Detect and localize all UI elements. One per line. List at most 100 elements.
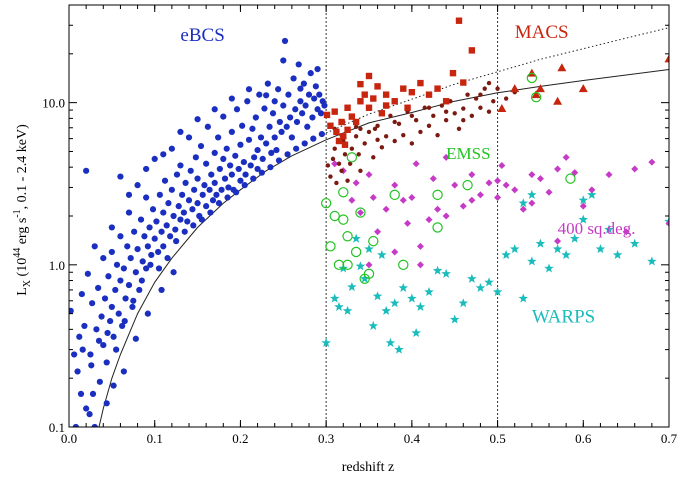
ebcs-point	[79, 346, 86, 353]
ebcs-point	[104, 329, 111, 337]
ebcs-point	[117, 277, 124, 284]
ebcs-point	[170, 269, 177, 276]
macs-point	[404, 104, 411, 111]
macs-faint-point	[426, 123, 432, 128]
sqdeg400-point	[622, 228, 630, 236]
warps-point	[321, 337, 331, 347]
ebcs-point	[228, 171, 235, 178]
ebcs-point	[225, 184, 232, 191]
warps-point	[334, 301, 344, 311]
ebcs-point	[88, 362, 95, 369]
macs-faint-point	[345, 178, 350, 183]
macs-faint-point	[330, 156, 336, 162]
emss-point	[333, 259, 345, 271]
ebcs-point	[221, 175, 229, 182]
ebcs-point	[293, 145, 300, 152]
macs-faint-point	[325, 163, 331, 168]
macs-faint-point	[431, 113, 436, 118]
ebcs-point	[242, 171, 249, 178]
sqdeg400-point	[554, 237, 562, 245]
warps-point	[578, 214, 589, 224]
ebcs-point	[264, 80, 271, 87]
macs-point	[340, 133, 347, 140]
ebcs-point	[311, 95, 318, 102]
y-axis-title-paren: (10	[15, 258, 30, 280]
chart-axes	[68, 4, 670, 428]
ebcs-point	[233, 189, 240, 196]
sqdeg400-point	[442, 212, 450, 220]
sqdeg400-point	[605, 171, 613, 179]
ebcs-point	[89, 300, 96, 307]
emss-point	[350, 246, 362, 258]
sqdeg400-point	[468, 171, 476, 179]
ebcs-point	[76, 333, 83, 340]
ebcs-point	[197, 142, 205, 150]
ebcs-point	[125, 191, 133, 198]
macs-faint-point	[491, 99, 496, 104]
ebcs-point	[191, 186, 198, 193]
ebcs-point	[134, 182, 141, 189]
sqdeg400-point	[404, 219, 412, 227]
ebcs-point	[160, 243, 167, 250]
macs-faint-point	[413, 117, 419, 123]
ebcs-point	[199, 191, 206, 198]
ebcs-point	[160, 151, 167, 158]
ebcs-point	[151, 155, 158, 162]
ebcs-point	[163, 222, 170, 229]
x-tick-label: 0.4	[404, 431, 421, 446]
macs-faint-point	[401, 132, 406, 138]
warps-point	[492, 286, 503, 297]
macs-faint-point	[422, 105, 427, 110]
ebcs-point	[177, 216, 184, 223]
ebcs-point	[257, 134, 265, 141]
warps-point	[518, 293, 529, 303]
macs-faint-point	[461, 106, 466, 111]
series-label-400-sq-deg-: 400 sq.deg.	[558, 219, 636, 238]
macs-point	[357, 98, 364, 105]
emss-point	[389, 189, 400, 201]
ebcs-point	[165, 200, 172, 207]
ebcs-point	[101, 295, 109, 302]
ebcs-point	[227, 162, 234, 169]
ebcs-point	[107, 317, 114, 325]
ebcs-point	[182, 179, 189, 186]
warps-point	[604, 224, 614, 234]
warps-point	[449, 314, 460, 324]
ebcs-point	[281, 37, 289, 45]
warps-point	[458, 298, 469, 308]
macs-faint-point	[469, 113, 475, 118]
ebcs-point	[209, 197, 217, 204]
ebcs-point	[146, 224, 153, 231]
ebcs-point	[206, 186, 213, 193]
macs-point	[460, 79, 467, 86]
sqdeg400-point	[485, 179, 493, 187]
ebcs-point	[187, 167, 194, 174]
sqdeg400-point	[494, 194, 502, 202]
macs-triangle-point	[527, 68, 537, 77]
warps-point	[612, 249, 623, 260]
ebcs-point	[240, 158, 247, 166]
ebcs-point	[312, 83, 319, 90]
warps-point	[441, 268, 451, 278]
ebcs-point	[250, 175, 257, 182]
ebcs-point	[95, 284, 102, 292]
warps-point	[647, 256, 657, 266]
ebcs-point	[144, 243, 151, 250]
macs-faint-point	[334, 180, 339, 186]
macs-faint-point	[473, 96, 479, 101]
macs-faint-point	[358, 126, 363, 131]
macs-faint-point	[339, 168, 344, 173]
warps-point	[552, 244, 563, 254]
x-tick-label: 0.5	[489, 431, 505, 446]
macs-point	[382, 102, 390, 109]
warps-point	[467, 273, 477, 283]
emss-point	[363, 268, 375, 280]
ebcs-point	[245, 136, 253, 143]
ebcs-point	[275, 86, 282, 93]
ebcs-point	[302, 102, 309, 109]
ebcs-point	[317, 110, 325, 117]
sqdeg400-point	[502, 181, 510, 189]
ebcs-point	[261, 105, 268, 112]
ebcs-point	[156, 191, 163, 198]
